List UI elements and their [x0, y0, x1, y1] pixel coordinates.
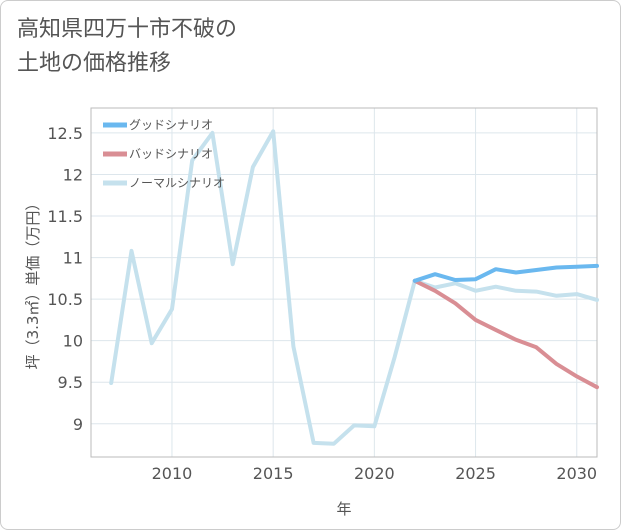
series-line-2	[109, 129, 599, 446]
x-tick-label: 2020	[354, 464, 395, 483]
plot-area-frame	[90, 107, 598, 458]
y-tick-label: 11	[63, 249, 83, 268]
series-line-0	[412, 263, 599, 283]
axis-ticks: 2010 2015 2020 2025 2030 9 9.5 10 10.5 11 11.5 12 12…	[47, 124, 597, 483]
legend-label-1: バッドシナリオ	[129, 147, 213, 161]
series-layer	[109, 129, 599, 446]
y-tick-label: 12	[63, 165, 83, 184]
chart-title-line2: 土地の価格推移	[17, 51, 172, 76]
x-tick-label: 2030	[556, 464, 597, 483]
series-line-1	[412, 278, 599, 390]
y-tick-label: 9.5	[58, 373, 83, 392]
x-tick-label: 2025	[455, 464, 496, 483]
chart-title: 高知県四万十市不破の 土地の価格推移	[17, 13, 237, 81]
x-tick-label: 2015	[253, 464, 294, 483]
legend-label-2: ノーマルシナリオ	[129, 176, 225, 190]
y-tick-label: 12.5	[47, 124, 83, 143]
x-axis-label: 年	[336, 500, 351, 518]
x-tick-label: 2010	[152, 464, 193, 483]
y-tick-label: 11.5	[47, 207, 83, 226]
y-tick-label: 9	[73, 415, 83, 434]
chart-title-line1: 高知県四万十市不破の	[17, 17, 238, 42]
legend-label-0: グッドシナリオ	[129, 118, 213, 132]
y-tick-label: 10	[63, 332, 83, 351]
y-tick-label: 10.5	[47, 290, 83, 309]
y-axis-label: 坪（3.3㎡）単価（万円）	[24, 196, 42, 370]
gridlines	[91, 108, 597, 457]
